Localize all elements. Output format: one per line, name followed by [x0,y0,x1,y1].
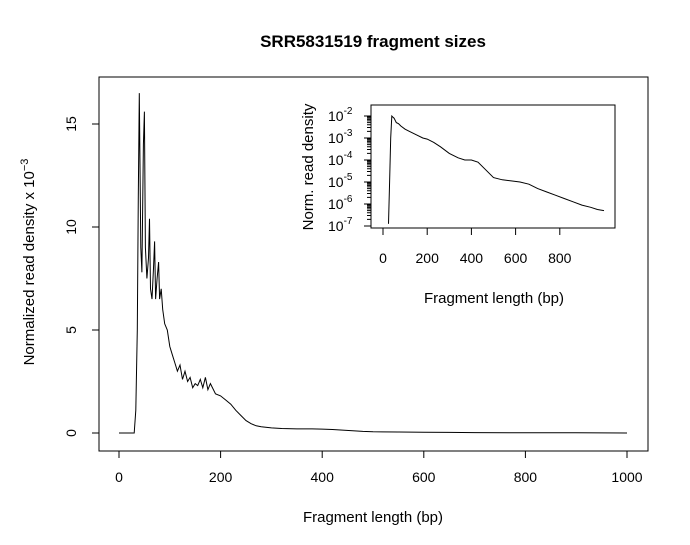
main-x-tick-label: 1000 [611,469,642,485]
inset-y-axis: 10-2 10-3 10-4 10-5 10-6 10-7 [328,106,371,234]
main-y-axis-label-exponent: −3 [19,159,31,172]
inset-series-line [388,114,605,224]
inset-y-tick-label: 10-3 [328,128,353,146]
main-y-tick-label: 5 [63,326,79,334]
inset-x-tick-label: 200 [416,250,440,266]
main-x-tick-label: 600 [412,469,436,485]
inset-x-axis: 0 200 400 600 800 [379,227,572,266]
inset-x-tick-label: 800 [548,250,572,266]
main-x-axis-label: Fragment length (bp) [303,509,443,526]
inset-y-tick-label: 10-2 [328,106,353,124]
main-y-axis-label: Normalized read density x 10−3 [19,159,38,366]
main-y-tick-label: 15 [63,116,79,132]
main-x-tick-label: 400 [311,469,335,485]
inset-x-axis-label: Fragment length (bp) [424,290,564,307]
main-x-tick-label: 200 [209,469,233,485]
main-y-tick-label: 10 [63,219,79,235]
main-x-tick-label: 0 [115,469,123,485]
inset-y-tick-label: 10-4 [328,150,353,168]
inset-x-tick-label: 600 [504,250,528,266]
inset-plot-frame [370,104,616,229]
inset-y-tick-label: 10-6 [328,194,353,212]
main-y-axis-label-text: Normalized read density x 10 [21,171,38,365]
inset-y-tick-label: 10-5 [328,172,353,190]
main-x-axis: 0 200 400 600 800 1000 [115,450,643,485]
chart-title: SRR5831519 fragment sizes [260,32,486,51]
inset-y-axis-label: Norm. read density [300,103,317,230]
main-y-axis: 0 5 10 15 [63,116,100,437]
main-x-tick-label: 800 [514,469,538,485]
main-y-tick-label: 0 [63,429,79,437]
inset-y-tick-label: 10-7 [328,216,353,234]
main-series-line [119,93,628,434]
inset-x-tick-label: 0 [379,250,387,266]
inset-x-tick-label: 400 [460,250,484,266]
